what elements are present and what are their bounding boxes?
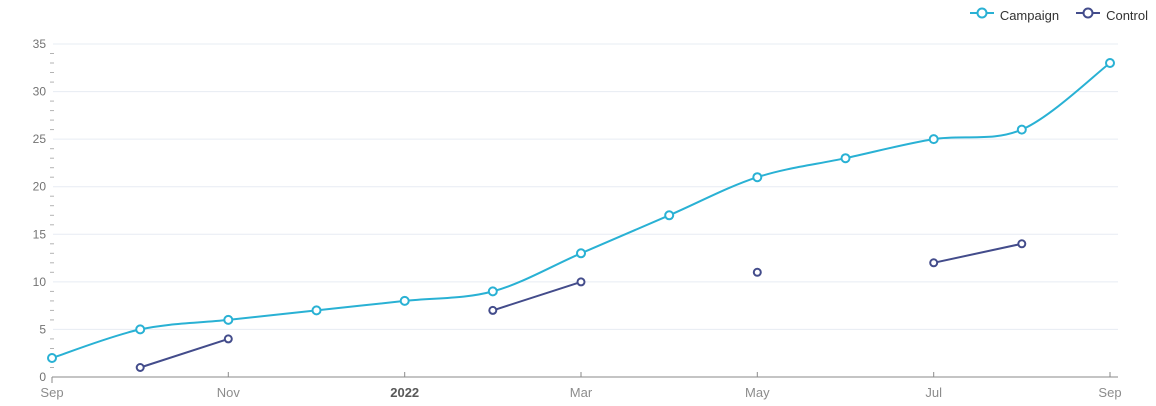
campaign-series-icon [969, 6, 995, 25]
campaign-point[interactable] [47, 353, 57, 363]
campaign-point[interactable] [135, 324, 146, 335]
y-axis-label: 5 [39, 322, 46, 336]
control-point[interactable] [576, 277, 586, 287]
control-point[interactable] [135, 363, 145, 372]
campaign-point[interactable] [840, 153, 851, 164]
control-point[interactable] [1017, 239, 1027, 249]
campaign-point[interactable] [399, 295, 410, 306]
legend: Campaign Control [969, 6, 1148, 25]
x-axis-label: Nov [217, 385, 241, 400]
control-line [491, 280, 582, 312]
x-axis-label: Mar [570, 385, 593, 400]
control-series-icon [1075, 6, 1101, 25]
y-axis-label: 30 [33, 85, 47, 99]
x-axis-label: Sep [1098, 385, 1121, 400]
control-line [139, 337, 230, 369]
campaign-point[interactable] [487, 286, 498, 297]
campaign-point[interactable] [576, 248, 586, 259]
y-axis-label: 0 [39, 370, 46, 384]
x-axis-label: Sep [40, 385, 63, 400]
x-axis-label: 2022 [390, 385, 419, 400]
campaign-point[interactable] [223, 314, 234, 325]
control-point[interactable] [929, 258, 939, 268]
y-axis-label: 25 [33, 132, 47, 146]
campaign-point[interactable] [1105, 58, 1115, 68]
campaign-point[interactable] [311, 305, 322, 316]
campaign-point[interactable] [928, 134, 939, 145]
campaign-point[interactable] [664, 210, 675, 221]
y-axis-label: 20 [33, 180, 47, 194]
control-point[interactable] [223, 334, 233, 344]
legend-label-campaign: Campaign [999, 7, 1060, 23]
legend-item-campaign[interactable]: Campaign [969, 6, 1059, 25]
y-axis-label: 10 [33, 275, 47, 289]
y-axis-label: 15 [33, 227, 47, 241]
campaign-line [51, 62, 1111, 359]
legend-label-control: Control [1106, 7, 1148, 23]
control-point[interactable] [488, 305, 498, 315]
campaign-point[interactable] [752, 172, 763, 183]
control-line [932, 242, 1023, 264]
y-axis-label: 35 [33, 37, 47, 51]
x-axis-label: Jul [925, 385, 942, 400]
legend-item-control[interactable]: Control [1075, 6, 1148, 25]
x-axis-label: May [745, 385, 770, 400]
control-point[interactable] [752, 267, 762, 277]
campaign-point[interactable] [1016, 124, 1027, 135]
